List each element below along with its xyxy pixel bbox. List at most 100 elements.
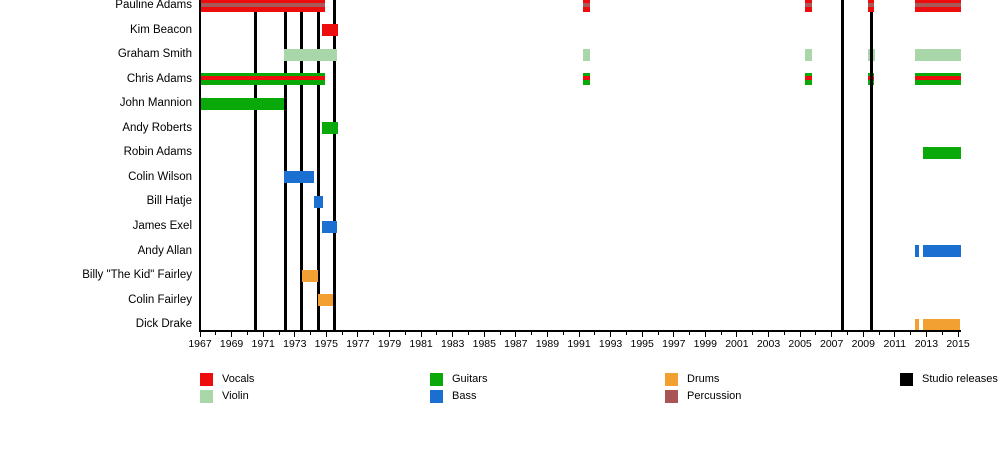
studio-release-line [300, 0, 304, 331]
secondary-instrument-stripe [915, 2, 962, 7]
axis-tick [231, 332, 233, 337]
axis-tick [278, 332, 280, 335]
axis-tick [783, 332, 785, 335]
axis-tick [831, 332, 833, 337]
member-stint-bar [200, 73, 325, 86]
studio-release-line [869, 0, 873, 331]
legend-label: Bass [452, 390, 477, 402]
axis-tick [515, 332, 517, 337]
axis-tick [941, 332, 943, 335]
member-stint-bar [321, 24, 339, 37]
legend-swatch-violin [200, 390, 213, 403]
axis-tick [468, 332, 469, 335]
member-stint-bar [283, 48, 338, 61]
legend-swatch-studio-releases [900, 373, 913, 386]
member-stint-bar [923, 245, 962, 257]
member-stint-bar [582, 0, 590, 12]
legend-swatch-guitars [430, 373, 443, 386]
axis-tick [768, 332, 769, 337]
secondary-instrument-stripe [868, 2, 875, 7]
axis-year-label: 2015 [946, 338, 970, 350]
legend-label: Violin [222, 390, 249, 402]
legend-label: Vocals [222, 373, 255, 385]
member-stint-bar [318, 294, 333, 307]
secondary-instrument-stripe [582, 76, 590, 81]
axis-tick [704, 332, 706, 337]
axis-year-label: 2005 [788, 338, 812, 350]
x-axis-line [199, 330, 961, 332]
axis-year-label: 1991 [567, 338, 591, 350]
axis-tick [404, 332, 406, 335]
member-name-label: John Mannion [119, 97, 192, 110]
axis-tick [815, 332, 817, 335]
axis-tick [199, 332, 201, 337]
member-stint-bar [915, 48, 962, 61]
axis-tick [641, 332, 643, 337]
secondary-instrument-stripe [582, 2, 590, 7]
axis-year-label: 1985 [472, 338, 496, 350]
axis-tick [925, 332, 927, 337]
axis-tick [847, 332, 848, 335]
axis-year-label: 2007 [820, 338, 844, 350]
axis-tick [736, 332, 738, 337]
legend-swatch-drums [665, 373, 678, 386]
axis-tick [625, 332, 627, 335]
member-stint-bar [313, 195, 324, 208]
axis-tick [957, 332, 959, 337]
axis-tick [325, 332, 327, 337]
axis-tick [752, 332, 754, 335]
axis-tick [610, 332, 612, 337]
axis-year-label: 1967 [188, 338, 212, 350]
axis-year-label: 1987 [504, 338, 528, 350]
axis-tick [720, 332, 722, 335]
axis-year-label: 1989 [535, 338, 560, 350]
member-name-label: Billy "The Kid" Fairley [82, 269, 192, 282]
axis-tick [436, 332, 438, 335]
member-stint-bar [915, 245, 920, 257]
member-stint-bar [804, 0, 812, 12]
axis-tick [594, 332, 596, 335]
member-stint-bar [301, 269, 319, 282]
member-stint-bar [923, 146, 962, 159]
member-stint-bar [804, 73, 812, 86]
axis-year-label: 1979 [377, 338, 402, 350]
member-stint-bar [283, 171, 314, 184]
axis-year-label: 1995 [630, 338, 654, 350]
member-name-label: Chris Adams [126, 72, 192, 85]
axis-tick [531, 332, 533, 335]
axis-year-label: 2001 [725, 338, 749, 350]
member-stint-bar [915, 0, 962, 12]
member-stint-bar [915, 318, 920, 331]
axis-tick [562, 332, 564, 335]
secondary-instrument-stripe [200, 76, 325, 81]
legend-swatch-bass [430, 390, 443, 403]
legend-swatch-vocals [200, 373, 213, 386]
studio-release-line [253, 0, 257, 331]
axis-tick [799, 332, 801, 337]
member-name-label: Kim Beacon [129, 23, 192, 36]
axis-tick [546, 332, 548, 337]
axis-tick [578, 332, 580, 337]
secondary-instrument-stripe [915, 76, 962, 81]
axis-year-label: 2011 [883, 338, 907, 350]
axis-year-label: 2003 [756, 338, 781, 350]
member-stint-bar [582, 48, 590, 61]
axis-tick [389, 332, 390, 337]
legend-swatch-percussion [665, 390, 678, 403]
member-stint-bar [321, 122, 339, 135]
axis-tick [878, 332, 880, 335]
member-name-label: Pauline Adams [115, 0, 192, 11]
axis-year-label: 2013 [914, 338, 939, 350]
axis-year-label: 1969 [219, 338, 244, 350]
axis-tick [357, 332, 359, 337]
axis-tick [452, 332, 454, 337]
member-name-label: James Exel [132, 220, 192, 232]
member-name-label: Colin Wilson [128, 170, 192, 183]
member-name-label: Andy Allan [137, 244, 192, 257]
axis-tick [673, 332, 675, 337]
member-stint-bar [200, 97, 284, 110]
member-stint-bar [321, 220, 338, 233]
member-name-label: Colin Fairley [128, 293, 192, 306]
axis-tick [420, 332, 422, 337]
member-name-label: Bill Hatje [146, 195, 192, 208]
